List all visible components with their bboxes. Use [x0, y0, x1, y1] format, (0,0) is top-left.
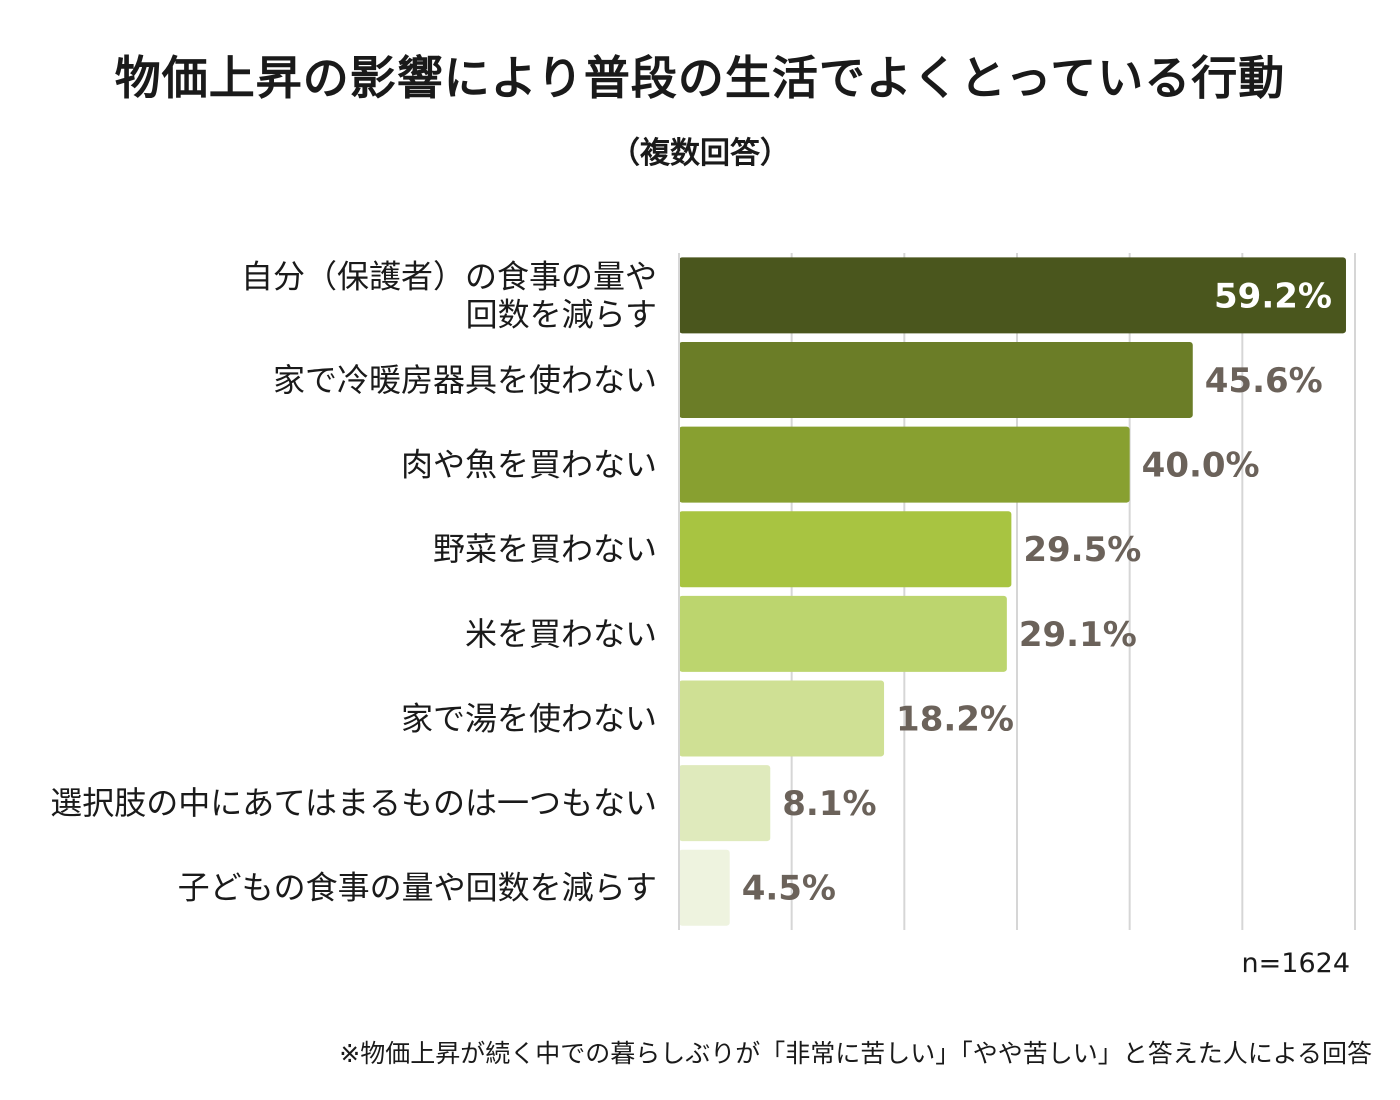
bar — [679, 849, 730, 926]
data-label: 18.2% — [896, 699, 1014, 739]
bar — [679, 341, 1193, 418]
category-label: 家で冷暖房器具を使わない — [273, 361, 657, 399]
bar — [679, 511, 1012, 588]
chart-subtitle: （複数回答） — [610, 136, 790, 171]
bar — [679, 680, 885, 757]
bar — [679, 426, 1130, 503]
chart-title: 物価上昇の影響により普段の生活でよくとっている行動 — [114, 51, 1286, 105]
bar — [679, 765, 771, 842]
category-label: 子どもの食事の量や回数を減らす — [178, 869, 657, 907]
category-label: 選択肢の中にあてはまるものは一つもない — [50, 784, 657, 822]
category-label: 家で湯を使わない — [401, 699, 657, 737]
data-label: 59.2% — [1214, 276, 1332, 316]
bar — [679, 257, 1346, 334]
category-label: 米を買わない — [465, 615, 657, 653]
data-label: 40.0% — [1142, 446, 1260, 486]
bar — [679, 595, 1007, 672]
data-label: 4.5% — [742, 869, 836, 909]
data-label: 29.5% — [1023, 530, 1141, 570]
category-label: 回数を減らす — [466, 295, 657, 333]
category-label: 野菜を買わない — [433, 530, 657, 568]
footnote: ※物価上昇が続く中での暮らしぶりが「非常に苦しい」「やや苦しい」と答えた人による… — [339, 1039, 1372, 1068]
sample-size-label: n=1624 — [1241, 948, 1350, 979]
data-label: 8.1% — [782, 784, 876, 824]
category-label: 自分（保護者）の食事の量や — [241, 257, 657, 295]
data-label: 45.6% — [1205, 361, 1323, 401]
data-label: 29.1% — [1019, 615, 1137, 655]
category-label: 肉や魚を買わない — [401, 446, 657, 484]
